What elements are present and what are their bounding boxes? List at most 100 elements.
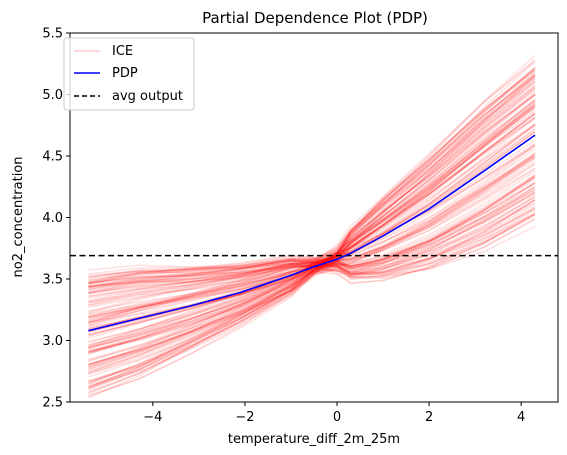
ice-line bbox=[88, 75, 536, 353]
ice-line bbox=[88, 102, 536, 324]
ice-line bbox=[88, 94, 536, 279]
ice-line bbox=[88, 131, 536, 281]
ice-line bbox=[88, 156, 536, 330]
ice-line bbox=[88, 155, 536, 352]
ice-line bbox=[88, 60, 536, 276]
ice-line bbox=[88, 209, 536, 285]
chart-title: Partial Dependence Plot (PDP) bbox=[202, 9, 428, 27]
ice-line bbox=[88, 160, 536, 362]
ice-line bbox=[88, 54, 536, 385]
ice-line bbox=[88, 178, 536, 295]
ice-line bbox=[88, 61, 536, 303]
ice-line bbox=[88, 130, 536, 290]
ice-line bbox=[88, 86, 536, 337]
ice-line bbox=[88, 85, 536, 294]
x-tick-label: 0 bbox=[333, 410, 341, 425]
y-tick-label: 5.0 bbox=[42, 88, 63, 103]
legend: ICE PDP avg output bbox=[63, 37, 195, 111]
ice-line bbox=[88, 131, 536, 355]
ice-line bbox=[88, 67, 536, 293]
ice-line bbox=[88, 123, 536, 366]
pdp-line-group bbox=[88, 134, 536, 332]
ice-line bbox=[88, 99, 536, 304]
ice-line bbox=[88, 174, 536, 385]
ice-line bbox=[88, 155, 536, 271]
x-axis-label: temperature_diff_2m_25m bbox=[228, 432, 400, 447]
ice-line bbox=[88, 75, 536, 313]
legend-box bbox=[63, 37, 195, 111]
ice-line bbox=[88, 168, 536, 384]
ice-line bbox=[88, 174, 536, 389]
y-tick-label: 4.5 bbox=[42, 150, 63, 165]
ice-line bbox=[88, 81, 536, 323]
ice-line bbox=[88, 123, 536, 388]
ice-line bbox=[88, 188, 536, 303]
ice-line bbox=[88, 107, 536, 336]
ice-line bbox=[88, 117, 536, 395]
y-tick-label: 5.5 bbox=[42, 27, 63, 42]
ice-line bbox=[88, 68, 536, 324]
ice-line bbox=[88, 113, 536, 312]
ice-line bbox=[88, 218, 536, 283]
ice-line bbox=[88, 93, 536, 284]
ice-line bbox=[88, 111, 536, 347]
ice-line bbox=[88, 73, 536, 365]
ice-line bbox=[88, 145, 536, 315]
ice-line bbox=[88, 181, 536, 321]
legend-avg-label: avg output bbox=[112, 89, 183, 104]
ice-line bbox=[88, 81, 536, 288]
ice-line bbox=[88, 77, 536, 283]
ice-line bbox=[88, 191, 536, 333]
ice-line bbox=[88, 214, 536, 373]
ice-line bbox=[88, 203, 536, 373]
y-tick-label: 2.5 bbox=[42, 396, 63, 411]
ice-line bbox=[88, 188, 536, 382]
ice-line bbox=[88, 225, 536, 365]
ice-line bbox=[88, 176, 536, 291]
x-axis-ticks: −4 −2 0 2 4 bbox=[143, 402, 525, 425]
y-tick-label: 3.5 bbox=[42, 273, 63, 288]
x-tick-label: 4 bbox=[517, 410, 525, 425]
ice-line bbox=[88, 105, 536, 302]
ice-line bbox=[88, 213, 536, 288]
ice-line bbox=[88, 170, 536, 394]
ice-line bbox=[88, 198, 536, 295]
ice-line bbox=[88, 154, 536, 389]
ice-line bbox=[88, 199, 536, 288]
ice-line bbox=[88, 143, 536, 284]
y-axis-label: no2_concentration bbox=[11, 157, 26, 278]
ice-line bbox=[88, 148, 536, 305]
ice-line bbox=[88, 94, 536, 391]
ice-line bbox=[88, 205, 536, 393]
ice-line bbox=[88, 112, 536, 299]
ice-line bbox=[88, 75, 536, 388]
ice-line bbox=[88, 162, 536, 294]
x-tick-label: −2 bbox=[235, 410, 254, 425]
y-tick-label: 4.0 bbox=[42, 211, 63, 226]
ice-line bbox=[88, 105, 536, 324]
ice-line bbox=[88, 101, 536, 322]
ice-line bbox=[88, 123, 536, 297]
ice-line bbox=[88, 105, 536, 281]
ice-line bbox=[88, 199, 536, 298]
y-tick-label: 3.0 bbox=[42, 334, 63, 349]
ice-line bbox=[88, 152, 536, 374]
ice-line bbox=[88, 217, 536, 350]
ice-line bbox=[88, 185, 536, 383]
ice-line bbox=[88, 195, 536, 319]
ice-line bbox=[88, 110, 536, 285]
ice-line bbox=[88, 104, 536, 375]
ice-line bbox=[88, 117, 536, 361]
ice-line bbox=[88, 196, 536, 285]
ice-line bbox=[88, 102, 536, 368]
ice-line bbox=[88, 182, 536, 366]
ice-line bbox=[88, 67, 536, 324]
ice-line bbox=[88, 78, 536, 344]
ice-line bbox=[88, 69, 536, 378]
ice-line bbox=[88, 72, 536, 369]
ice-line bbox=[88, 116, 536, 291]
ice-line bbox=[88, 182, 536, 349]
legend-ice-label: ICE bbox=[112, 44, 133, 59]
ice-line bbox=[88, 202, 536, 397]
